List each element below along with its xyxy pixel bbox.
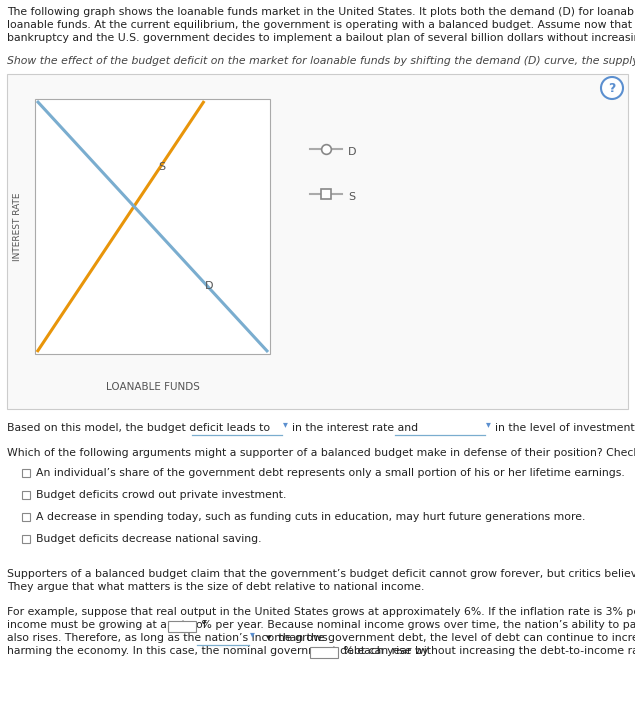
Text: ▾  than the government debt, the level of debt can continue to increase without: ▾ than the government debt, the level of…	[259, 633, 635, 643]
Text: Based on this model, the budget deficit leads to: Based on this model, the budget deficit …	[7, 423, 270, 433]
Text: S: S	[158, 163, 165, 172]
Text: harming the economy. In this case, the nominal government debt can rise by: harming the economy. In this case, the n…	[7, 646, 432, 656]
Text: ?: ?	[608, 81, 616, 94]
Text: For example, suppose that real output in the United States grows at approximatel: For example, suppose that real output in…	[7, 607, 635, 617]
Text: in the interest rate and: in the interest rate and	[292, 423, 418, 433]
Text: D: D	[348, 147, 356, 157]
Circle shape	[601, 77, 623, 99]
Text: Supporters of a balanced budget claim that the government’s budget deficit canno: Supporters of a balanced budget claim th…	[7, 569, 635, 579]
Text: ▾: ▾	[486, 419, 491, 429]
Text: Budget deficits crowd out private investment.: Budget deficits crowd out private invest…	[36, 490, 286, 500]
Text: bankruptcy and the U.S. government decides to implement a bailout plan of severa: bankruptcy and the U.S. government decid…	[7, 33, 635, 43]
Text: Which of the following arguments might a supporter of a balanced budget make in : Which of the following arguments might a…	[7, 448, 635, 458]
Bar	[310, 647, 338, 658]
Text: An individual’s share of the government debt represents only a small portion of : An individual’s share of the government …	[36, 468, 625, 478]
Text: also rises. Therefore, as long as the nation’s income grows: also rises. Therefore, as long as the na…	[7, 633, 331, 643]
Bar	[168, 621, 196, 632]
Bar	[22, 535, 30, 543]
Text: They argue that what matters is the size of debt relative to national income.: They argue that what matters is the size…	[7, 582, 424, 592]
Text: ▾: ▾	[283, 419, 288, 429]
Text: D: D	[204, 281, 213, 290]
Text: in the level of investment.: in the level of investment.	[495, 423, 635, 433]
Text: % each year without increasing the debt-to-income ratio.: % each year without increasing the debt-…	[340, 646, 635, 656]
Bar	[22, 491, 30, 499]
Text: % per year. Because nominal income grows over time, the nation’s ability to pay : % per year. Because nominal income grows…	[198, 620, 635, 630]
Bar	[7, 74, 628, 409]
Bar	[35, 99, 270, 354]
Text: A decrease in spending today, such as funding cuts in education, may hurt future: A decrease in spending today, such as fu…	[36, 512, 585, 522]
Text: Show the effect of the budget deficit on the market for loanable funds by shifti: Show the effect of the budget deficit on…	[7, 56, 635, 66]
Bar	[22, 513, 30, 521]
Text: LOANABLE FUNDS: LOANABLE FUNDS	[105, 382, 199, 392]
Text: loanable funds. At the current equilibrium, the government is operating with a b: loanable funds. At the current equilibri…	[7, 20, 635, 30]
Text: income must be growing at a rate of: income must be growing at a rate of	[7, 620, 210, 630]
Text: ▾: ▾	[250, 629, 255, 639]
Bar	[22, 469, 30, 477]
Text: Budget deficits decrease national saving.: Budget deficits decrease national saving…	[36, 534, 262, 544]
Text: The following graph shows the loanable funds market in the United States. It plo: The following graph shows the loanable f…	[7, 7, 635, 17]
Text: INTEREST RATE: INTEREST RATE	[13, 192, 22, 261]
Text: S: S	[348, 192, 355, 202]
